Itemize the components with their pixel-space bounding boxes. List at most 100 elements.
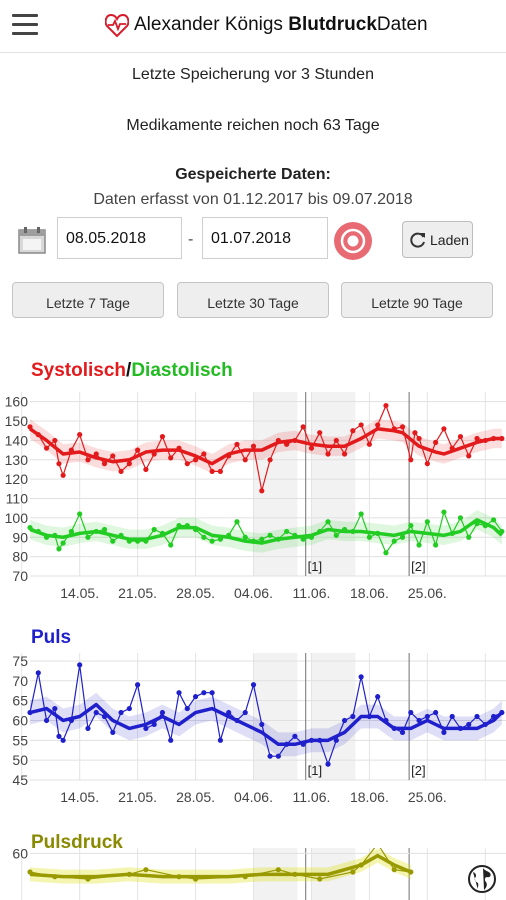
data-point: [325, 451, 331, 457]
data-point: [408, 457, 414, 463]
data-point: [192, 876, 199, 882]
last-30-days-button[interactable]: Letzte 30 Tage: [177, 282, 329, 318]
data-point: [325, 519, 331, 525]
data-point: [110, 729, 116, 735]
data-point: [383, 550, 389, 556]
data-point: [391, 426, 397, 432]
y-tick-label: 100: [5, 510, 29, 526]
data-point: [217, 737, 223, 743]
x-tick-label: 21.05.: [118, 585, 157, 601]
data-point: [292, 532, 298, 538]
data-point: [135, 447, 141, 453]
date-from-input[interactable]: 08.05.2018: [57, 217, 182, 259]
data-point: [27, 869, 33, 875]
data-point: [159, 530, 166, 536]
data-point: [300, 536, 306, 542]
y-tick-label: 45: [12, 772, 28, 788]
data-point: [93, 709, 99, 716]
data-point: [226, 709, 232, 716]
data-point: [85, 876, 91, 882]
y-tick-label: 90: [12, 529, 28, 545]
data-point: [176, 690, 182, 696]
data-point: [143, 867, 149, 873]
target-button[interactable]: [334, 222, 372, 260]
x-tick-label: 11.06.: [293, 789, 331, 805]
data-point: [391, 725, 397, 732]
data-point: [482, 523, 488, 529]
data-point: [151, 721, 157, 728]
medication-status: Medikamente reichen noch 63 Tage: [126, 117, 380, 134]
data-point: [358, 862, 364, 868]
data-point: [93, 528, 99, 535]
data-point: [85, 457, 91, 463]
data-point: [341, 526, 348, 533]
y-tick-label: 50: [12, 752, 28, 768]
x-tick-label: 14.05.: [60, 585, 99, 601]
y-tick-label: 70: [12, 673, 28, 689]
y-tick-label: 60: [12, 712, 28, 728]
x-tick-label: 28.05.: [176, 585, 215, 601]
data-point: [399, 424, 406, 430]
y-tick-label: 160: [5, 394, 29, 410]
data-point: [499, 709, 505, 716]
y-tick-label: 80: [12, 549, 28, 565]
y-tick-label: 130: [5, 452, 29, 468]
data-point: [317, 528, 323, 535]
data-point: [358, 422, 364, 428]
data-point: [101, 461, 108, 467]
data-point: [143, 725, 149, 732]
data-point: [375, 530, 381, 536]
data-point: [457, 433, 464, 440]
data-point: [217, 536, 223, 542]
data-point: [358, 674, 364, 680]
data-point: [43, 717, 50, 724]
data-point: [234, 717, 240, 724]
data-point: [60, 472, 66, 478]
data-point: [43, 534, 50, 540]
data-point: [466, 534, 472, 540]
data-point: [35, 670, 41, 676]
x-tick-label: 21.05.: [118, 789, 157, 805]
data-point: [275, 867, 281, 873]
data-point: [474, 713, 480, 720]
data-point: [35, 528, 41, 535]
data-point: [391, 867, 397, 873]
data-point: [151, 451, 157, 457]
data-point: [151, 526, 157, 533]
data-point: [77, 432, 83, 438]
y-tick-label: 70: [12, 568, 28, 584]
data-point: [27, 424, 33, 430]
y-tick-label: 150: [5, 413, 29, 429]
data-point: [242, 534, 248, 540]
data-point: [259, 721, 265, 728]
hamburger-menu-icon[interactable]: [12, 14, 38, 36]
data-point: [424, 713, 430, 720]
data-point: [375, 694, 381, 700]
last-save-status: Letzte Speicherung vor 3 Stunden: [132, 66, 374, 83]
data-point: [424, 519, 430, 525]
date-separator: -: [188, 231, 194, 248]
y-tick-label: 110: [6, 491, 29, 507]
data-point: [192, 694, 199, 700]
last-7-days-button[interactable]: Letzte 7 Tage: [12, 282, 164, 318]
load-button[interactable]: Laden: [402, 221, 473, 258]
last-90-days-button[interactable]: Letzte 90 Tage: [341, 282, 493, 318]
data-point: [350, 428, 356, 434]
data-point: [292, 437, 298, 444]
data-point: [300, 424, 306, 430]
reload-icon: [410, 232, 425, 248]
data-point: [292, 871, 298, 877]
variability-band: [30, 419, 502, 474]
x-tick-label: 11.06.: [293, 585, 331, 601]
data-point: [143, 466, 149, 473]
data-point: [292, 733, 298, 739]
date-to-input[interactable]: 01.07.2018: [202, 217, 328, 259]
data-point: [118, 468, 124, 475]
data-point: [499, 435, 505, 442]
calendar-icon[interactable]: [18, 226, 46, 254]
data-point: [350, 713, 356, 720]
data-point: [226, 532, 232, 538]
globe-icon[interactable]: [467, 864, 497, 894]
trend-line: [29, 518, 504, 545]
data-point: [68, 528, 74, 535]
